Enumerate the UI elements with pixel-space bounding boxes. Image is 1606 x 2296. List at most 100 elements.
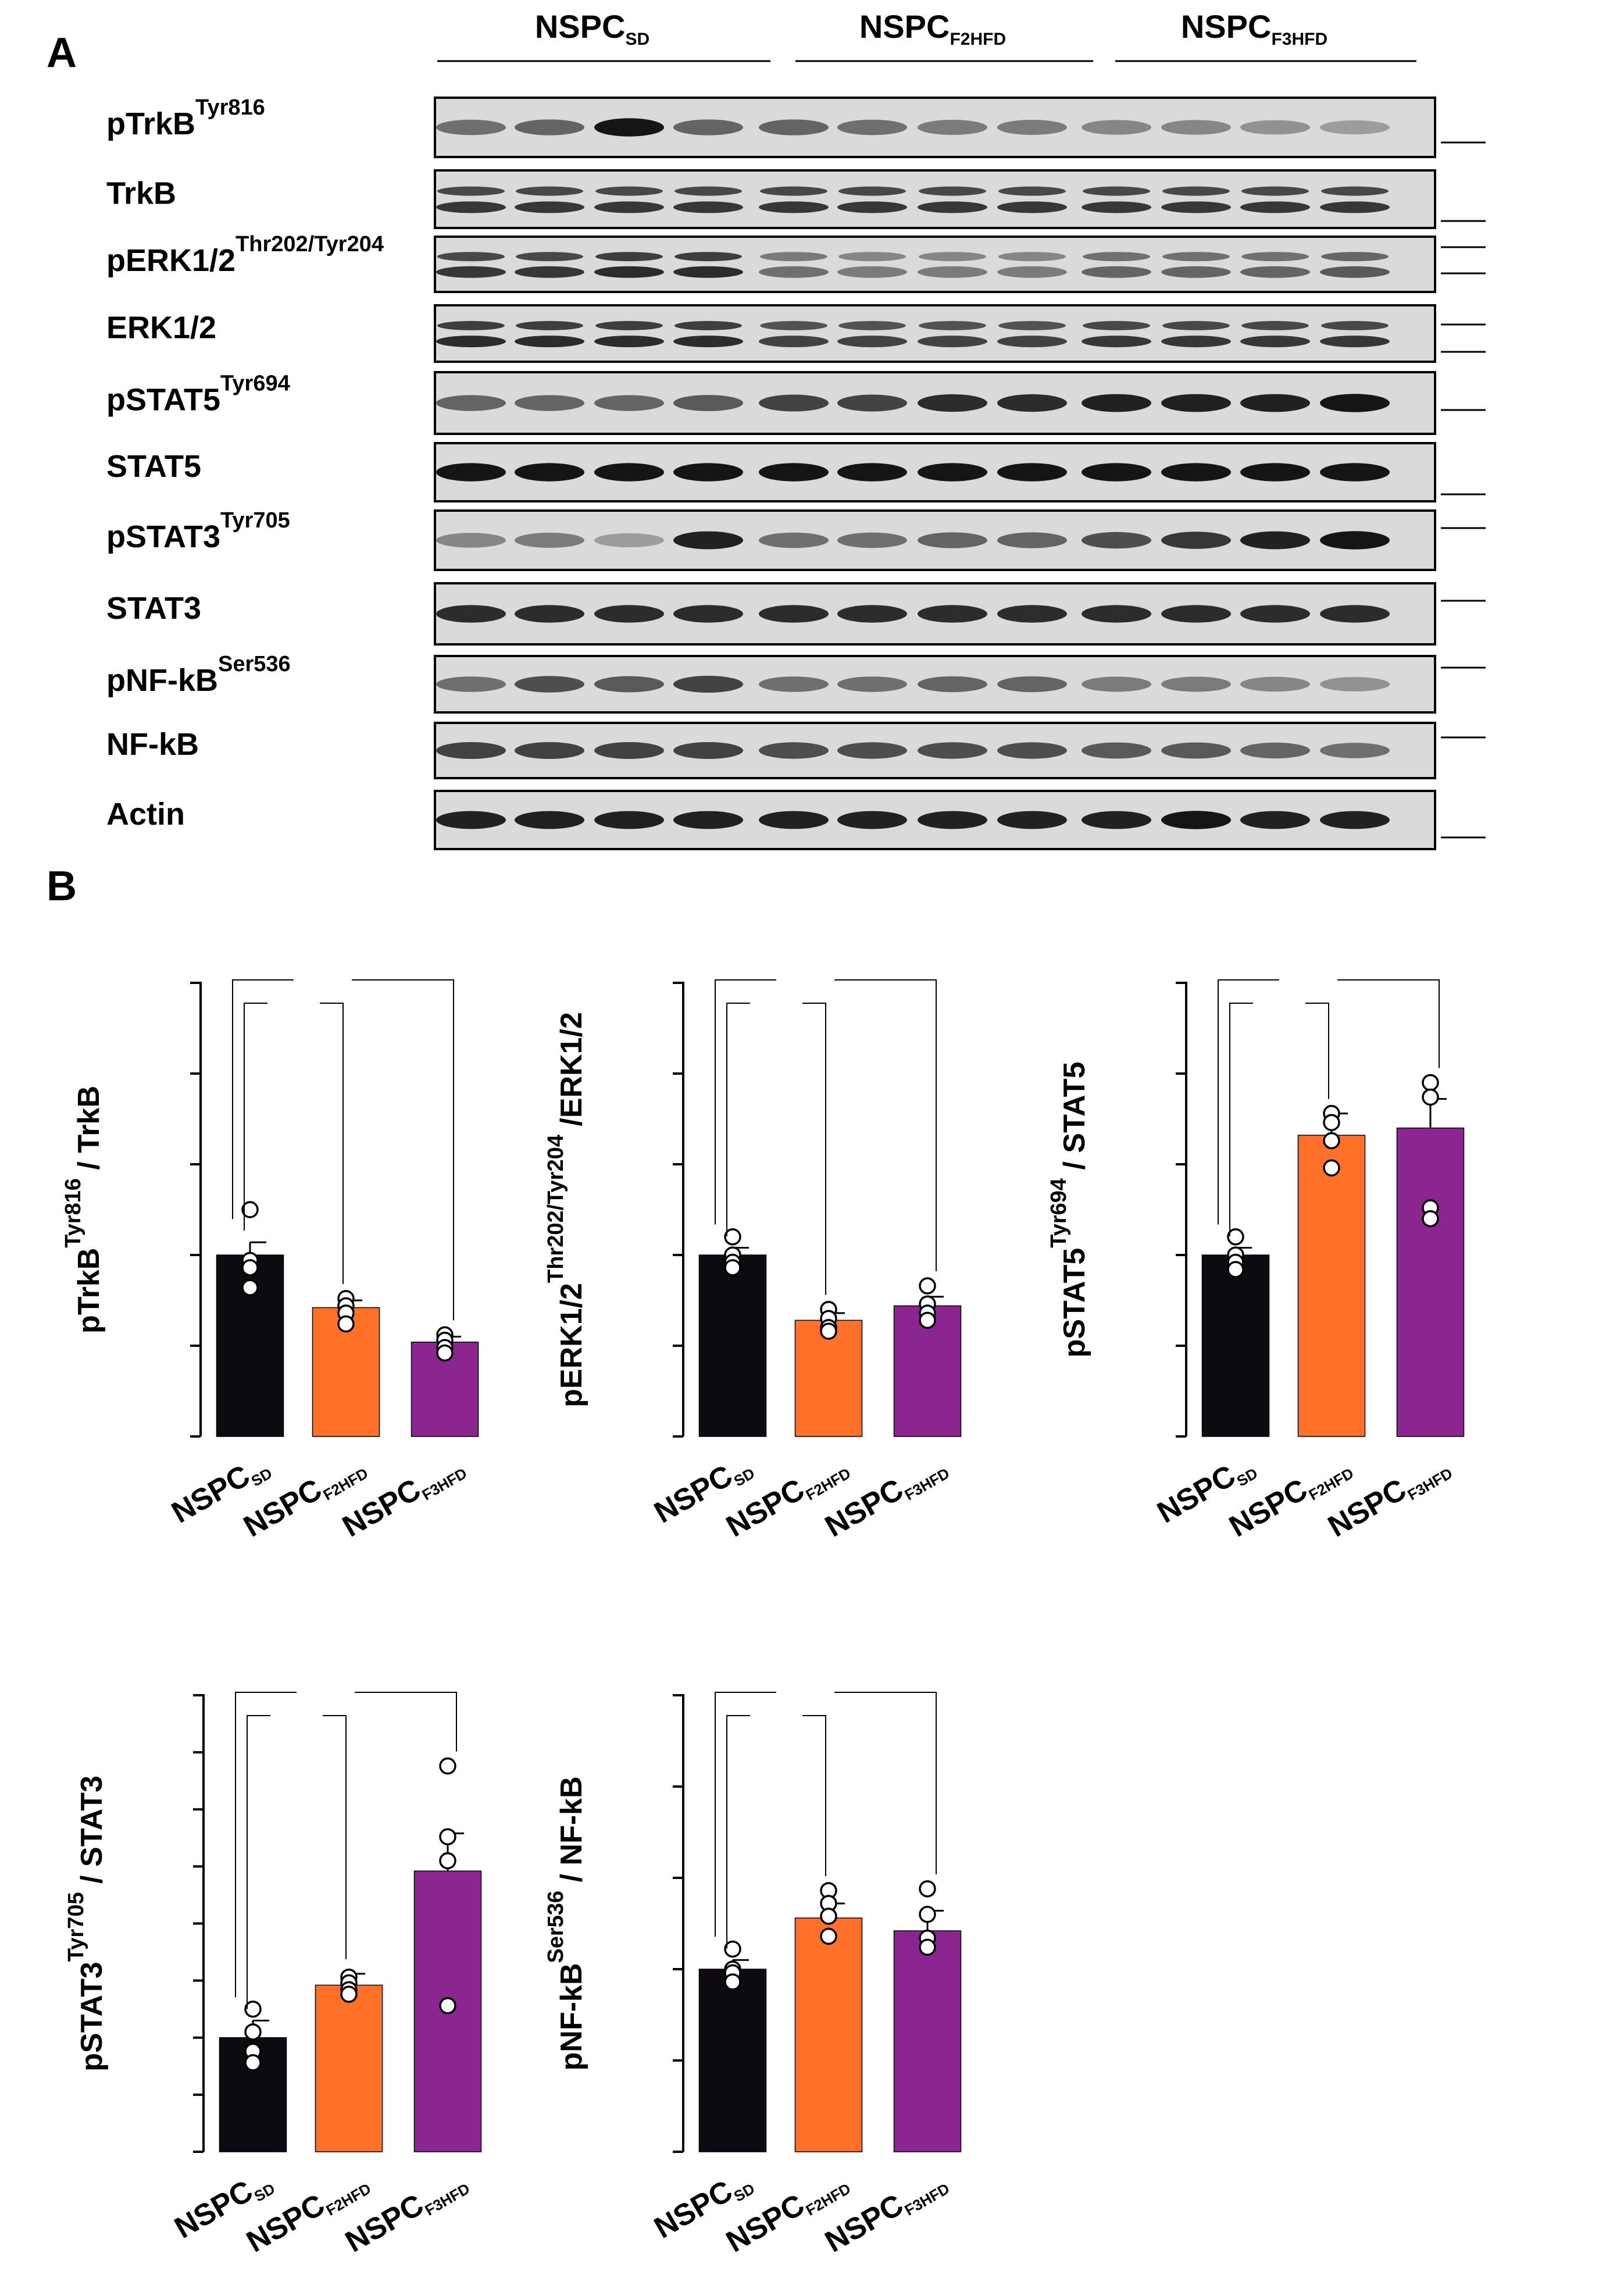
blot-label-main: STAT3	[106, 591, 201, 626]
x-tick-label: NSPCF3HFD	[819, 1448, 952, 1546]
blot-label-main: pTrkB	[106, 106, 195, 141]
blot-band-upper	[1321, 186, 1389, 196]
data-point	[337, 1315, 355, 1333]
blot-label: ERK1/2	[106, 310, 216, 345]
blot-band-upper	[1321, 252, 1389, 262]
y-axis-label-main: pTrkB	[72, 1248, 106, 1334]
sig-bracket-outer-right	[834, 1692, 937, 1874]
blot-band	[997, 605, 1067, 623]
blot-band-upper	[595, 186, 663, 196]
blot-band-upper	[595, 320, 663, 330]
data-point	[820, 1322, 837, 1340]
data-point	[724, 1259, 741, 1277]
data-point	[241, 1201, 259, 1218]
data-point	[436, 1344, 454, 1362]
blot-band	[1082, 676, 1151, 692]
sig-bracket-outer-left	[235, 1692, 297, 1998]
sig-bracket-inner-right	[802, 1003, 826, 1295]
data-point	[1323, 1159, 1340, 1176]
blot-band	[918, 676, 987, 693]
data-point	[439, 1757, 456, 1775]
blot-band	[1320, 677, 1390, 691]
blot-band-lower	[1320, 336, 1390, 348]
blot-band	[515, 533, 584, 548]
data-point	[244, 2000, 262, 2018]
y-axis-label: pNF-kBSer536 / NF-kB	[544, 1777, 588, 2071]
blot-band-lower	[918, 336, 987, 348]
blot-label: pNF-kBSer536	[106, 652, 291, 698]
blot-row: STAT5	[106, 442, 1486, 502]
blot-band	[759, 605, 829, 623]
blot-label-main: Actin	[106, 797, 185, 832]
blot-band	[759, 742, 829, 759]
sig-bracket-inner-right	[323, 1715, 347, 1959]
group-header-main: NSPC	[1181, 8, 1272, 45]
blot-band-upper	[674, 252, 742, 262]
blot-band-upper	[1241, 186, 1309, 196]
blot-band	[515, 605, 584, 623]
blot-row: pTrkBTyr816	[106, 95, 1486, 158]
data-point	[1323, 1114, 1340, 1131]
blot-band	[837, 742, 907, 759]
blot-band	[673, 119, 743, 136]
blot-band-lower	[673, 266, 743, 278]
blot-band	[759, 532, 829, 548]
blot-band-upper	[838, 320, 906, 330]
y-axis-label-main: pSTAT3	[75, 1962, 109, 2072]
sig-bracket-outer-right	[1337, 979, 1440, 1068]
sig-bracket-outer-right	[834, 979, 937, 1272]
data-point	[1227, 1228, 1244, 1246]
blot-band-lower	[918, 266, 987, 278]
sig-bracket-inner-left	[726, 1003, 750, 1236]
blot-band	[1082, 742, 1151, 759]
blot-band	[837, 532, 907, 548]
blot-band-lower	[997, 266, 1067, 278]
y-axis-label: pSTAT3Tyr705 / STAT3	[64, 1776, 109, 2072]
blot-band-upper	[760, 252, 827, 262]
blot-band	[1161, 676, 1231, 692]
blot-band-upper	[760, 186, 827, 196]
blot-band	[759, 811, 829, 829]
y-axis-label-suffix: / STAT3	[75, 1776, 109, 1892]
sig-bracket-outer-right	[355, 1692, 457, 1752]
blot-band-lower	[436, 336, 506, 348]
data-point	[241, 1259, 259, 1277]
blot-band	[918, 605, 987, 623]
blot-band	[594, 811, 664, 829]
blot-band	[515, 742, 584, 759]
blot-band	[1082, 394, 1151, 412]
sig-bracket-outer-left	[715, 979, 776, 1225]
blot-row: pSTAT5Tyr694	[106, 371, 1486, 435]
blot-band	[594, 118, 664, 137]
blot-band	[1240, 742, 1310, 759]
bar	[1297, 1135, 1366, 1437]
data-point	[724, 1940, 741, 1958]
blot-band	[1161, 394, 1231, 412]
blot-band-lower	[436, 201, 506, 213]
blot-band-lower	[1161, 266, 1231, 278]
blot-band	[918, 394, 987, 412]
blot-band	[997, 394, 1067, 412]
blot-band-upper	[998, 186, 1066, 196]
blot-row: STAT3	[106, 582, 1486, 646]
blot-label: pTrkBTyr816	[106, 95, 265, 141]
blot-band	[1320, 743, 1390, 758]
blot-band	[918, 120, 987, 135]
blot-band-lower	[997, 201, 1067, 213]
y-axis-label-sup: Tyr705	[64, 1892, 88, 1962]
blot-membrane	[434, 169, 1436, 229]
blot-band	[1082, 463, 1151, 482]
blot-label-sup: Ser536	[218, 652, 291, 676]
blot-band	[1161, 532, 1231, 549]
blot-band-upper	[674, 320, 742, 330]
y-axis-label-main: pERK1/2	[555, 1283, 588, 1407]
blot-band	[1161, 605, 1231, 623]
blot-row: pSTAT3Tyr705	[106, 508, 1486, 571]
y-axis-label-suffix: / TrkB	[72, 1086, 106, 1178]
x-tick-label-sub: F2HFD	[320, 1464, 371, 1504]
group-header-sub: F3HFD	[1271, 30, 1327, 49]
blot-band	[1320, 120, 1390, 135]
blot-band	[1161, 120, 1231, 135]
x-tick-label: NSPCF3HFD	[340, 2163, 473, 2261]
blot-band-lower	[515, 201, 584, 213]
